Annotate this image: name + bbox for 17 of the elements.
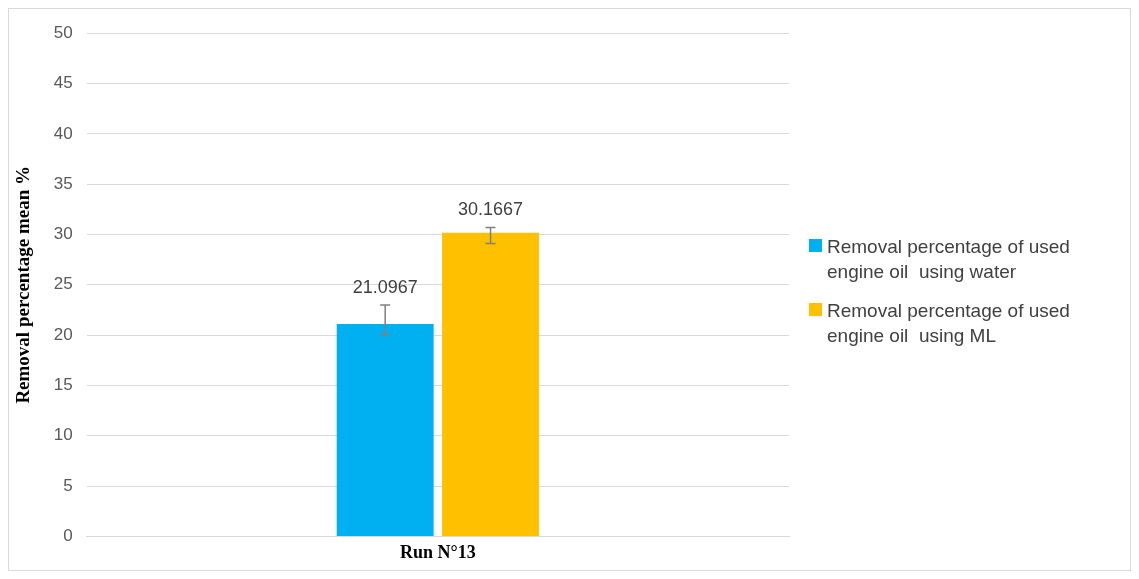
legend-label: Removal percentage of used engine oil using water	[827, 235, 1071, 284]
y-tick-label: 20	[53, 324, 73, 344]
y-tick-label: 35	[53, 173, 73, 193]
y-tick-label: 5	[63, 475, 73, 495]
y-tick-label: 40	[53, 123, 73, 143]
y-tick-label: 0	[63, 526, 73, 546]
y-axis-title: Removal percentage mean %	[12, 165, 34, 404]
x-tick-label: Run N°13	[400, 541, 476, 562]
y-tick-label: 50	[53, 22, 73, 42]
data-label: 21.0967	[352, 276, 418, 297]
data-label: 30.1667	[457, 199, 524, 220]
y-tick-label: 25	[53, 274, 73, 294]
y-tick-label: 15	[53, 375, 73, 395]
y-tick-label: 30	[53, 224, 73, 244]
y-tick-label: 45	[53, 73, 73, 93]
y-tick-label: 10	[53, 425, 73, 445]
legend-label: Removal percentage of used engine oil using ML	[827, 299, 1071, 348]
